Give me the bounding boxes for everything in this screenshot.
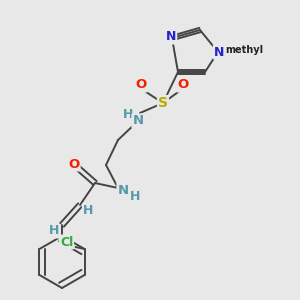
Text: S: S: [158, 96, 168, 110]
Text: N: N: [117, 184, 129, 196]
Text: O: O: [177, 79, 189, 92]
Text: O: O: [68, 158, 80, 170]
Text: N: N: [166, 31, 176, 44]
Text: H: H: [123, 109, 133, 122]
Text: Cl: Cl: [60, 236, 73, 248]
Text: N: N: [214, 46, 224, 59]
Text: H: H: [49, 224, 59, 238]
Text: H: H: [83, 205, 93, 218]
Text: O: O: [135, 79, 147, 92]
Text: H: H: [130, 190, 140, 202]
Text: N: N: [132, 115, 144, 128]
Text: methyl: methyl: [225, 45, 263, 55]
